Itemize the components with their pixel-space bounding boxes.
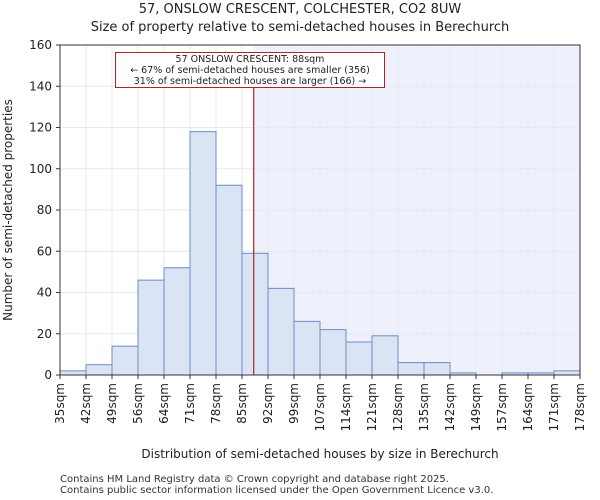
histogram-bar <box>423 362 451 376</box>
y-axis-label: Number of semi-detached properties <box>1 99 15 321</box>
annotation-line-3: 31% of semi-detached houses are larger (… <box>133 76 367 87</box>
x-tick-label: 135sqm <box>417 383 431 431</box>
histogram-bar <box>85 364 113 376</box>
x-axis-label: Distribution of semi-detached houses by … <box>141 447 498 461</box>
y-tick-label: 160 <box>29 38 52 52</box>
x-tick-label: 42sqm <box>79 383 93 424</box>
histogram-bar <box>319 329 347 376</box>
annotation-line-2: ← 67% of semi-detached houses are smalle… <box>130 65 370 76</box>
histogram-bar <box>59 370 87 376</box>
x-tick-label: 92sqm <box>261 383 275 424</box>
x-tick-label: 157sqm <box>495 383 509 431</box>
x-tick-label: 128sqm <box>391 383 405 431</box>
x-tick-label: 49sqm <box>105 383 119 424</box>
x-tick-label: 56sqm <box>131 383 145 424</box>
y-tick-label: 140 <box>29 79 52 93</box>
x-tick-label: 78sqm <box>209 383 223 424</box>
chart-title: 57, ONSLOW CRESCENT, COLCHESTER, CO2 8UW <box>138 2 462 17</box>
histogram-bar <box>163 267 191 376</box>
histogram-bar <box>293 320 321 376</box>
histogram-bar <box>241 252 269 376</box>
x-tick-label: 178sqm <box>573 383 587 431</box>
y-tick-label: 60 <box>37 244 52 258</box>
x-tick-label: 121sqm <box>365 383 379 431</box>
histogram-bar <box>111 345 139 376</box>
x-tick-label: 107sqm <box>313 383 327 431</box>
x-tick-label: 85sqm <box>235 383 249 424</box>
x-tick-label: 71sqm <box>183 383 197 424</box>
y-tick-label: 20 <box>37 327 52 341</box>
x-tick-label: 171sqm <box>547 383 561 431</box>
y-tick-label: 40 <box>37 286 52 300</box>
histogram-bar <box>267 287 295 376</box>
chart-subtitle: Size of property relative to semi-detach… <box>90 20 510 35</box>
histogram-bar <box>189 131 217 376</box>
x-tick-label: 164sqm <box>521 383 535 431</box>
x-tick-label: 99sqm <box>287 383 301 424</box>
histogram-bar <box>345 341 373 376</box>
y-tick-label: 0 <box>44 368 52 382</box>
x-tick-label: 149sqm <box>469 383 483 431</box>
histogram-bar <box>397 362 425 376</box>
y-tick-label: 100 <box>29 162 52 176</box>
x-tick-label: 35sqm <box>53 383 67 424</box>
histogram-bar <box>371 335 399 376</box>
histogram-bar <box>215 184 243 376</box>
histogram-bar <box>553 370 581 376</box>
x-tick-label: 142sqm <box>443 383 457 431</box>
property-annotation: 57 ONSLOW CRESCENT: 88sqm ← 67% of semi-… <box>115 52 385 88</box>
x-tick-label: 64sqm <box>157 383 171 424</box>
footer-copyright: Contains HM Land Registry data © Crown c… <box>60 474 449 485</box>
y-tick-label: 80 <box>37 203 52 217</box>
x-tick-label: 114sqm <box>339 383 353 431</box>
y-tick-label: 120 <box>29 121 52 135</box>
footer-licence: Contains public sector information licen… <box>60 485 494 496</box>
histogram-bar <box>137 279 165 376</box>
annotation-line-1: 57 ONSLOW CRESCENT: 88sqm <box>175 54 325 65</box>
